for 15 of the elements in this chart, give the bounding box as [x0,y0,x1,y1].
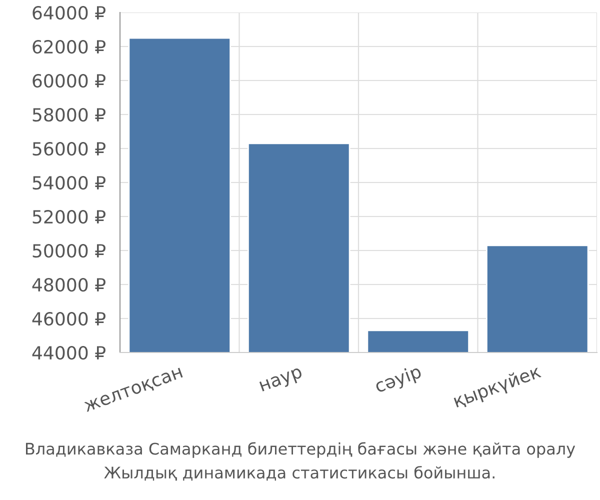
y-tick-label: 48000 ₽ [32,278,106,292]
text: Жылдық динамикада статистикасы бойынша. [104,466,494,481]
y-tick-label: 46000 ₽ [32,312,106,326]
x-tick-label: наур [259,367,304,395]
y-tick-label: 52000 ₽ [32,210,106,224]
y-tick-label: 58000 ₽ [32,108,106,122]
y-tick-label: 62000 ₽ [32,40,106,54]
y-tick-label: 56000 ₽ [32,142,106,156]
y-tick-label: 60000 ₽ [32,74,106,88]
x-tick-label: сәуір [374,364,424,396]
y-tick-label: 64000 ₽ [32,6,106,20]
text: Владикавказа Самарканд билеттердің бағасы және қайта оралу [26,442,576,458]
y-tick-label: 50000 ₽ [32,244,106,258]
y-tick-label: 54000 ₽ [32,176,106,190]
y-tick-label: 44000 ₽ [32,346,106,360]
